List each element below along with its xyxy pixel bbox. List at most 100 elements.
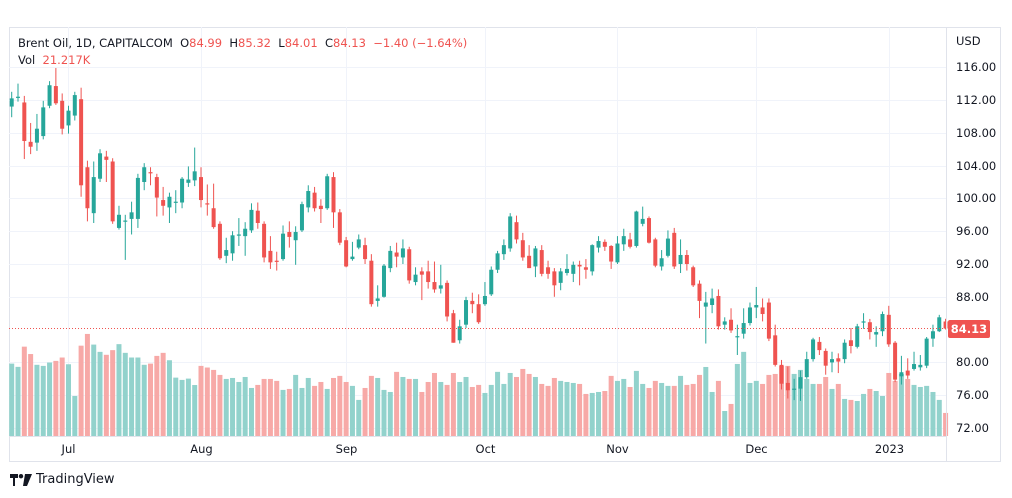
candle[interactable] (142, 163, 147, 191)
candle[interactable] (135, 173, 140, 228)
candle[interactable] (880, 311, 885, 337)
candle[interactable] (217, 221, 222, 260)
candle[interactable] (262, 221, 267, 263)
candle[interactable] (470, 292, 475, 314)
candle[interactable] (98, 149, 103, 182)
candle[interactable] (205, 184, 210, 216)
candle[interactable] (640, 206, 645, 227)
candle[interactable] (577, 260, 582, 286)
candle[interactable] (552, 268, 557, 297)
candle[interactable] (918, 355, 923, 371)
candle[interactable] (426, 260, 431, 289)
candle[interactable] (615, 236, 620, 264)
candle[interactable] (899, 355, 904, 385)
candle[interactable] (861, 313, 866, 329)
candle[interactable] (893, 341, 898, 383)
tradingview-brand[interactable]: TradingView (10, 472, 115, 487)
candle[interactable] (274, 251, 279, 271)
candle[interactable] (375, 285, 380, 307)
candle[interactable] (697, 280, 702, 319)
candle[interactable] (400, 239, 405, 264)
candle[interactable] (331, 172, 336, 228)
candle[interactable] (722, 317, 727, 330)
candle[interactable] (312, 186, 317, 212)
candle[interactable] (325, 173, 330, 210)
candle[interactable] (110, 158, 115, 224)
candle[interactable] (129, 201, 134, 235)
candle[interactable] (779, 359, 784, 390)
candle[interactable] (41, 100, 46, 140)
candle[interactable] (804, 351, 809, 379)
candle[interactable] (287, 221, 292, 248)
candle[interactable] (527, 245, 532, 269)
candle[interactable] (811, 337, 816, 362)
candle[interactable] (621, 228, 626, 251)
candle[interactable] (293, 226, 298, 265)
candle[interactable] (489, 266, 494, 296)
candle[interactable] (886, 305, 891, 347)
candle[interactable] (583, 259, 588, 279)
candle[interactable] (91, 161, 96, 224)
candle[interactable] (520, 232, 525, 261)
candle[interactable] (766, 298, 771, 342)
candle[interactable] (438, 264, 443, 294)
candle[interactable] (539, 245, 544, 277)
candle[interactable] (760, 298, 765, 322)
candle[interactable] (79, 87, 84, 197)
volume-label[interactable]: Vol (18, 53, 36, 67)
candle[interactable] (729, 308, 734, 333)
candle[interactable] (830, 351, 834, 373)
candle[interactable] (634, 210, 639, 248)
candle[interactable] (943, 318, 948, 330)
candle[interactable] (413, 267, 418, 286)
candle[interactable] (501, 239, 506, 260)
candle[interactable] (60, 93, 65, 135)
candle[interactable] (154, 173, 159, 217)
candle[interactable] (47, 81, 52, 109)
candle[interactable] (350, 241, 355, 261)
candle[interactable] (318, 199, 323, 223)
candle[interactable] (104, 150, 109, 182)
candle[interactable] (836, 353, 841, 374)
candle[interactable] (665, 230, 670, 258)
candle[interactable] (306, 185, 311, 213)
candle[interactable] (754, 286, 759, 319)
candle[interactable] (28, 122, 33, 155)
candle[interactable] (369, 254, 374, 307)
candle[interactable] (703, 291, 708, 344)
candle[interactable] (602, 239, 607, 251)
candle[interactable] (590, 244, 595, 276)
candle[interactable] (691, 265, 696, 287)
candle[interactable] (558, 268, 563, 291)
candle[interactable] (798, 370, 803, 401)
candle[interactable] (741, 308, 746, 339)
candle[interactable] (508, 213, 513, 252)
candle[interactable] (34, 113, 39, 151)
candle[interactable] (381, 264, 386, 298)
candle[interactable] (249, 203, 254, 233)
candle[interactable] (684, 250, 689, 271)
candle[interactable] (230, 231, 235, 261)
candle[interactable] (867, 318, 872, 340)
candle[interactable] (785, 366, 790, 399)
candle[interactable] (842, 339, 847, 364)
candle[interactable] (514, 215, 519, 244)
candle[interactable] (167, 192, 172, 223)
candle[interactable] (533, 245, 538, 278)
candle[interactable] (255, 202, 260, 229)
candle[interactable] (848, 327, 853, 354)
candle[interactable] (337, 209, 342, 246)
candle[interactable] (672, 227, 677, 269)
candle[interactable] (16, 83, 21, 102)
candle[interactable] (476, 294, 481, 324)
candle[interactable] (356, 234, 361, 250)
candle[interactable] (123, 214, 128, 260)
candle[interactable] (173, 190, 178, 214)
candle[interactable] (628, 232, 633, 249)
candle[interactable] (53, 68, 58, 105)
candle[interactable] (596, 236, 601, 253)
candle[interactable] (773, 324, 778, 367)
candle[interactable] (457, 319, 462, 344)
candle[interactable] (116, 205, 121, 230)
